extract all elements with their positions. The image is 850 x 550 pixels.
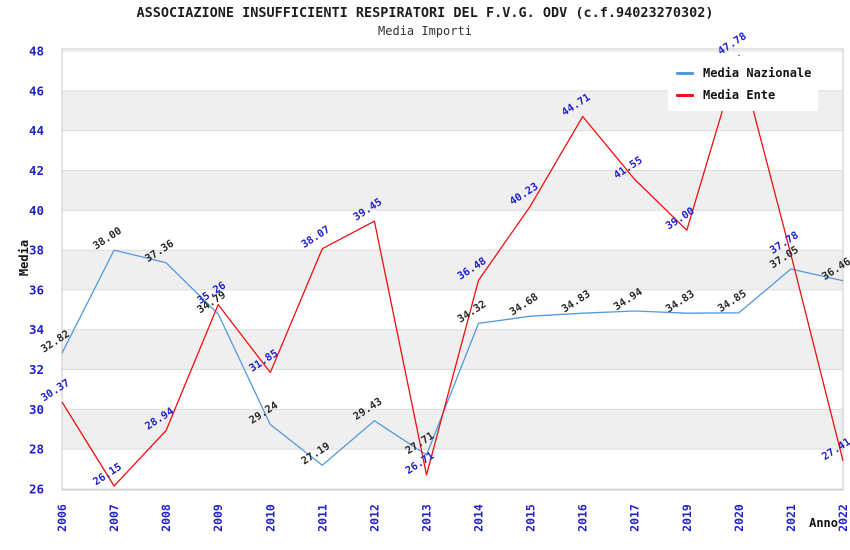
y-tick-label: 28 [29,442,44,457]
x-tick-label: 2019 [680,504,694,532]
x-tick-label: 2015 [524,504,538,532]
y-tick-label: 42 [29,163,44,178]
y-axis-title: Media [17,240,31,276]
x-tick-label: 2010 [263,504,277,532]
horizontal-band [62,329,843,370]
y-tick-label: 38 [29,243,44,258]
y-tick-label: 34 [29,322,44,337]
horizontal-band [62,170,843,211]
y-tick-label: 44 [29,123,44,138]
chart-legend: Media Nazionale Media Ente [668,56,818,111]
y-tick-label: 32 [29,362,44,377]
y-tick-label: 36 [29,282,44,297]
x-tick-label: 2009 [211,504,225,532]
horizontal-band [62,250,843,290]
y-tick-label: 46 [29,83,44,98]
y-tick-label: 40 [29,203,44,218]
y-tick-label: 26 [29,482,44,497]
x-tick-label: 2008 [159,504,173,532]
legend-label: Media Nazionale [703,66,812,80]
legend-item-media-ente: Media Ente [676,88,812,102]
x-tick-label: 2006 [55,504,69,532]
legend-item-media-nazionale: Media Nazionale [676,66,812,80]
x-tick-label: 2007 [107,504,121,532]
y-tick-label: 48 [29,44,44,59]
x-tick-label: 2020 [732,504,746,532]
legend-swatch-red-line [676,93,694,97]
chart-title: ASSOCIAZIONE INSUFFICIENTI RESPIRATORI D… [136,5,714,21]
x-tick-label: 2022 [836,504,850,532]
series-line-media-nazionale [61,249,844,466]
horizontal-band [62,409,843,450]
x-tick-label: 2013 [419,504,433,532]
x-tick-label: 2012 [367,504,381,532]
series-line-media-ente [61,54,844,487]
plot-area-border [61,48,844,491]
legend-swatch-blue-line [676,71,694,75]
x-tick-label: 2011 [315,504,329,532]
x-tick-label: 2017 [628,504,642,532]
x-tick-label: 2014 [472,504,486,532]
x-tick-label: 2016 [576,504,590,532]
y-tick-label: 30 [29,402,44,417]
chart-subtitle: Media Importi [378,24,472,38]
x-tick-label: 2021 [784,504,798,532]
legend-label: Media Ente [703,88,776,102]
x-axis-title: Anno [809,516,838,530]
